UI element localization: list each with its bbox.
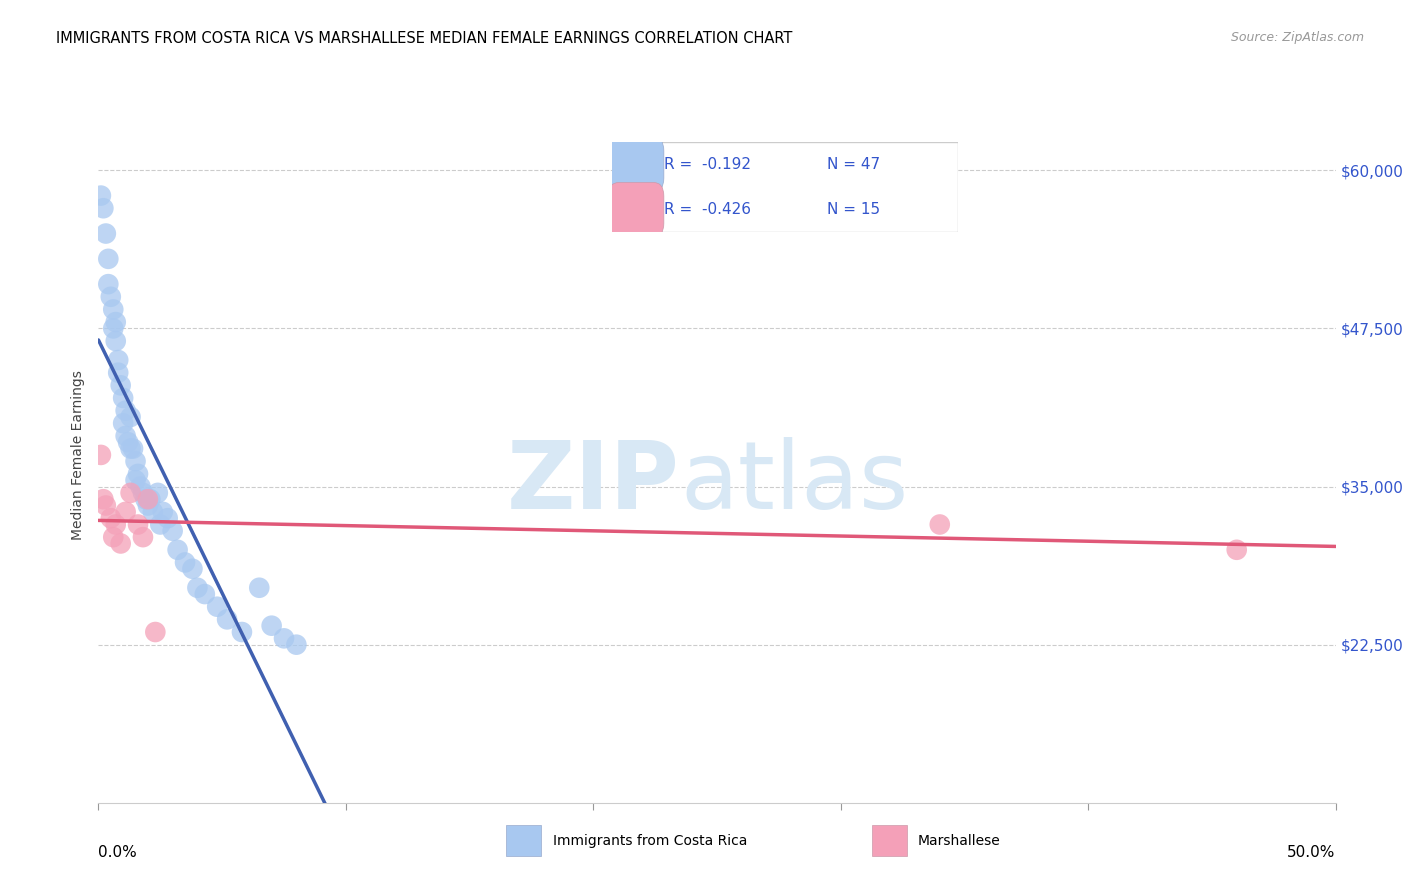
Point (122, 442, 145, 456)
Point (110, 378, 132, 392)
Point (107, 353, 129, 368)
Point (103, 530, 125, 544)
Text: Immigrants from Costa Rica: Immigrants from Costa Rica (553, 834, 747, 847)
Point (273, 632, 295, 646)
Point (260, 618, 283, 632)
Y-axis label: Median Female Earnings: Median Female Earnings (72, 370, 86, 540)
Point (93, 201, 115, 215)
Point (120, 486, 142, 500)
Point (142, 505, 165, 519)
Text: atlas: atlas (681, 437, 908, 529)
Point (186, 581, 208, 595)
Text: ZIP: ZIP (508, 437, 681, 529)
Text: 0.0%: 0.0% (98, 845, 138, 860)
Point (104, 315, 127, 329)
Point (1226, 542, 1249, 557)
Point (103, 302, 125, 317)
Point (117, 435, 139, 450)
Text: 50.0%: 50.0% (1288, 845, 1336, 860)
Point (181, 562, 204, 576)
Point (127, 517, 149, 532)
Point (129, 479, 152, 493)
Point (114, 403, 136, 417)
Point (143, 625, 166, 640)
Point (285, 638, 308, 652)
Point (104, 517, 127, 532)
Point (97, 252, 120, 266)
Point (120, 442, 142, 456)
Point (112, 417, 135, 431)
Point (103, 321, 125, 335)
Point (132, 530, 155, 544)
Point (205, 599, 228, 614)
Point (110, 536, 132, 550)
Text: IMMIGRANTS FROM COSTA RICA VS MARSHALLESE MEDIAN FEMALE EARNINGS CORRELATION CHA: IMMIGRANTS FROM COSTA RICA VS MARSHALLES… (56, 31, 793, 46)
Point (127, 467, 149, 481)
Point (152, 505, 174, 519)
Point (194, 587, 217, 601)
Point (100, 511, 122, 525)
Text: Source: ZipAtlas.com: Source: ZipAtlas.com (1230, 31, 1364, 45)
Point (124, 454, 146, 468)
Point (136, 492, 159, 507)
Point (120, 409, 142, 424)
Point (90, 188, 112, 202)
Point (90, 448, 112, 462)
Point (166, 542, 188, 557)
Point (107, 366, 129, 380)
Point (112, 391, 135, 405)
Text: Marshallese: Marshallese (918, 834, 1001, 847)
Point (104, 334, 127, 348)
Point (134, 492, 156, 507)
Point (247, 581, 270, 595)
Point (146, 486, 169, 500)
Point (139, 492, 162, 507)
Point (174, 556, 197, 570)
Point (97, 277, 120, 292)
Point (114, 429, 136, 443)
Point (100, 290, 122, 304)
Point (94, 227, 117, 241)
Point (162, 524, 184, 538)
Point (136, 499, 159, 513)
Point (93, 492, 115, 507)
Point (217, 612, 239, 626)
Point (132, 486, 155, 500)
Point (94, 499, 117, 513)
Point (156, 511, 179, 525)
Point (124, 473, 146, 487)
Point (928, 517, 950, 532)
Point (231, 625, 253, 640)
Point (149, 517, 172, 532)
Point (114, 505, 136, 519)
